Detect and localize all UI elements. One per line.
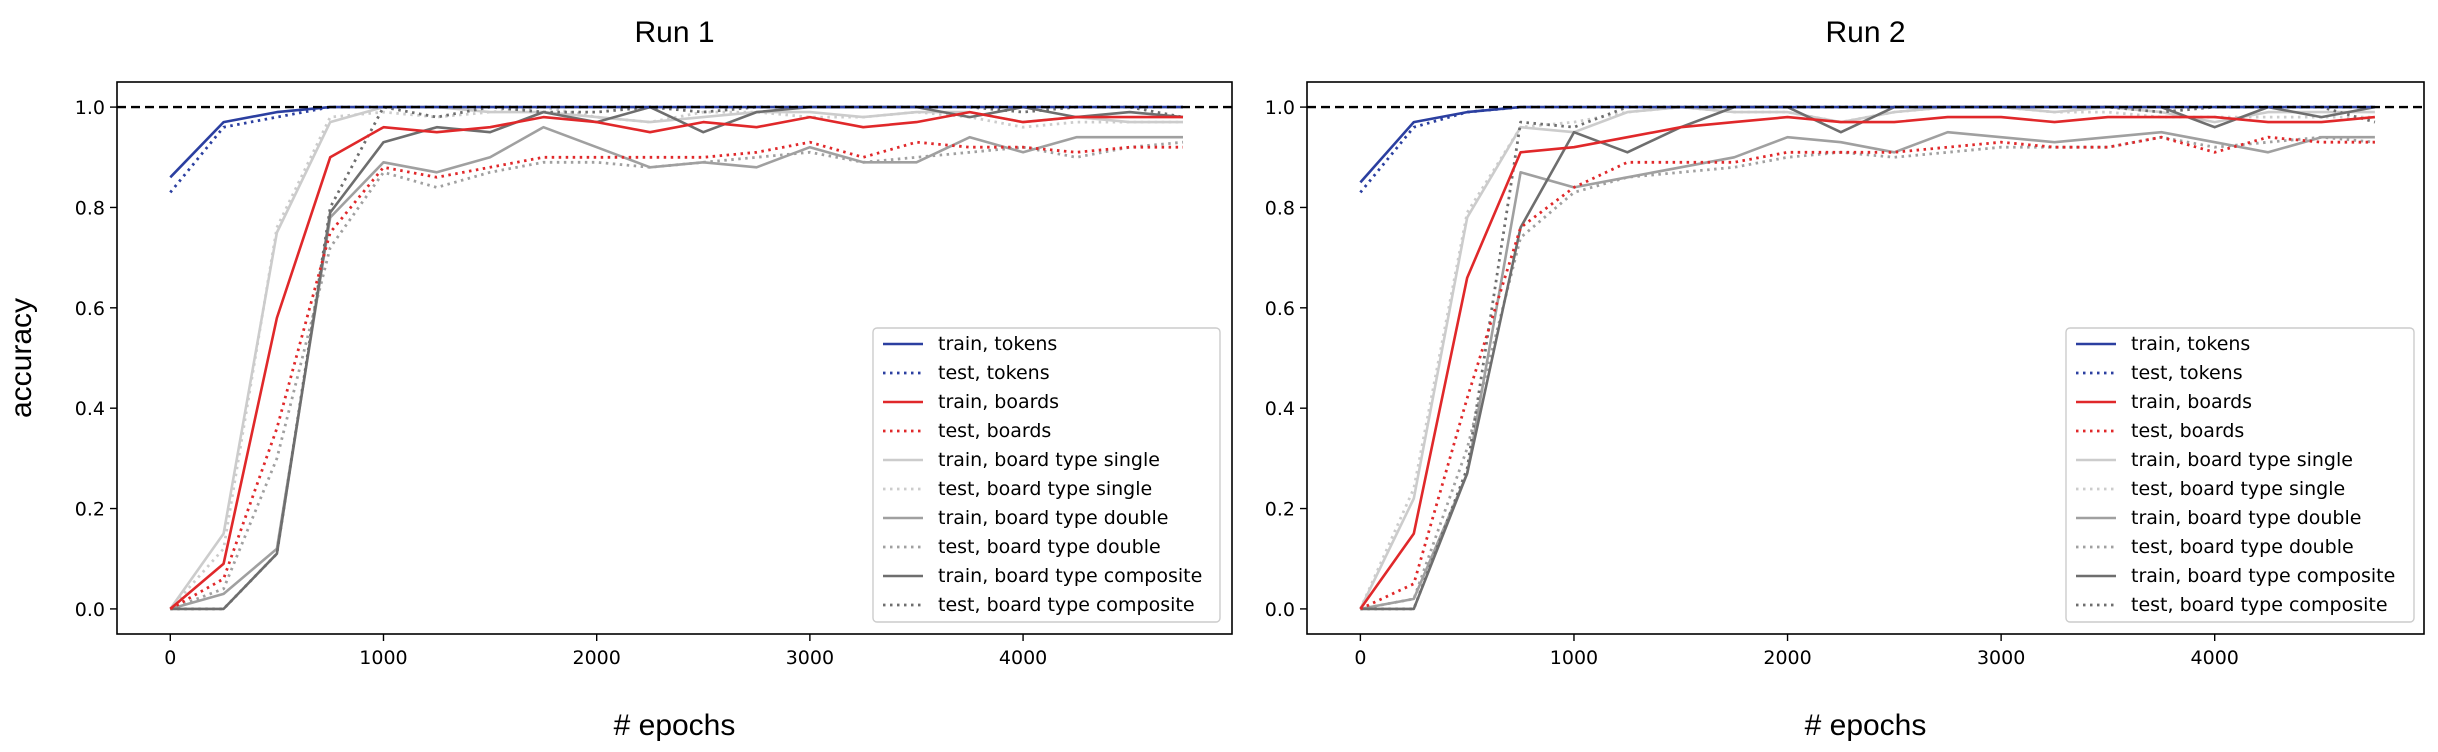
legend-label: test, board type double: [938, 536, 1161, 558]
series-line: [169, 110, 1183, 610]
series-line: [1359, 105, 2375, 610]
legend-label: test, board type single: [938, 478, 1152, 500]
x-axis-label: # epochs: [1805, 709, 1927, 742]
series-line: [170, 105, 1184, 611]
series-line: [1359, 135, 2375, 611]
legend-label: train, tokens: [2131, 333, 2250, 355]
legend-box: [872, 327, 1221, 623]
legend-label: train, board type composite: [2131, 565, 2395, 587]
x-tick-label: 2000: [573, 647, 621, 669]
legend-label: test, boards: [2131, 420, 2244, 442]
chart-panel-1: Run 1 # epochs accuracy 0 1000 2000 3000 4000 0.…: [5, 16, 1233, 742]
x-tick-label: 1000: [1550, 647, 1598, 669]
legend-label: train, boards: [2131, 391, 2252, 413]
x-tick-label: 4000: [2191, 647, 2239, 669]
x-tick-label: 1000: [359, 647, 407, 669]
y-tick-label: 1.0: [1265, 97, 1295, 119]
y-tick-label: 0.2: [1265, 499, 1295, 521]
series-line: [169, 140, 1184, 611]
axes-frame: [116, 81, 1233, 635]
x-tick-label: 0: [1354, 647, 1366, 669]
y-tick-label: 0.4: [1265, 398, 1295, 420]
x-tick-label: 4000: [999, 647, 1047, 669]
legend-label: train, board type double: [938, 507, 1168, 529]
chart-panel-2: Run 2 # epochs 0 1000 2000 3000 4000 0.0 0.2 0.4 0…: [1265, 16, 2425, 742]
y-tick-label: 0.8: [1265, 197, 1295, 219]
legend-label: test, board type composite: [2131, 594, 2388, 616]
y-tick-label: 1.0: [75, 97, 105, 119]
legend-label: train, board type double: [2131, 507, 2361, 529]
y-tick-label: 0.0: [1265, 599, 1295, 621]
legend-box: [2065, 327, 2415, 623]
legend-label: train, boards: [938, 391, 1059, 413]
legend-label: test, board type single: [2131, 478, 2345, 500]
legend-label: train, board type single: [2131, 449, 2353, 471]
legend: train, tokens test, tokens train, boards te…: [2065, 327, 2415, 623]
legend-label: train, board type composite: [938, 565, 1202, 587]
legend-label: test, tokens: [938, 362, 1050, 384]
legend-label: test, board type composite: [938, 594, 1195, 616]
chart-title: Run 1: [634, 16, 714, 49]
x-axis-label: # epochs: [614, 709, 736, 742]
series-line: [1360, 105, 2376, 611]
axes-frame: [1306, 81, 2425, 635]
y-tick-label: 0.0: [75, 599, 105, 621]
x-tick-label: 3000: [1977, 647, 2025, 669]
x-tick-label: 0: [164, 647, 176, 669]
legend-label: train, tokens: [938, 333, 1057, 355]
legend-label: test, tokens: [2131, 362, 2243, 384]
y-tick-label: 0.4: [75, 398, 105, 420]
legend-label: train, board type single: [938, 449, 1160, 471]
series-line: [1360, 135, 2376, 611]
legend-label: test, board type double: [2131, 536, 2354, 558]
x-tick-label: 2000: [1763, 647, 1811, 669]
series-line: [169, 105, 1183, 179]
legend-label: test, boards: [938, 420, 1051, 442]
y-tick-label: 0.2: [75, 499, 105, 521]
y-tick-label: 0.8: [75, 197, 105, 219]
x-tick-label: 3000: [786, 647, 834, 669]
y-axis-label: accuracy: [5, 298, 38, 418]
series-line: [170, 105, 1184, 611]
legend: train, tokens test, tokens train, boards te…: [872, 327, 1221, 623]
series-line: [1359, 115, 2376, 610]
series-line: [1360, 130, 2375, 611]
y-tick-label: 0.6: [1265, 298, 1295, 320]
y-tick-label: 0.6: [75, 298, 105, 320]
chart-title: Run 2: [1825, 16, 1905, 49]
